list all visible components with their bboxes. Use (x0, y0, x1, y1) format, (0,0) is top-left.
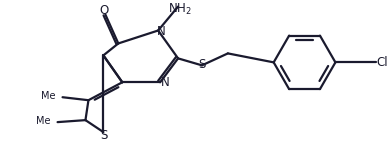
Text: S: S (101, 129, 108, 142)
Text: N: N (157, 25, 165, 38)
Text: Cl: Cl (376, 56, 388, 69)
Text: NH$_2$: NH$_2$ (168, 2, 192, 17)
Text: S: S (198, 58, 206, 71)
Text: Me: Me (36, 116, 51, 126)
Text: Me: Me (41, 91, 56, 101)
Text: N: N (161, 76, 170, 89)
Text: O: O (100, 4, 109, 17)
